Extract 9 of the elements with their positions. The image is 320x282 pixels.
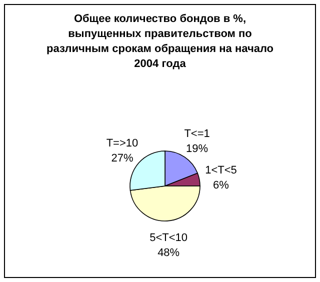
data-label: 48%	[158, 246, 180, 259]
slice-label: 1<T<5	[205, 164, 237, 176]
data-label: 19%	[186, 142, 208, 155]
slice-label: T=>10	[106, 137, 138, 150]
slice-label: T<=1	[184, 128, 210, 140]
chart-title: Общее количество бондов в %, выпущенных правительством по различным срокам обращения на начало 2004 года	[45, 12, 275, 72]
data-label: 27%	[111, 152, 134, 164]
data-label: 6%	[213, 179, 230, 192]
slice-label: 5<T<10	[150, 232, 188, 244]
